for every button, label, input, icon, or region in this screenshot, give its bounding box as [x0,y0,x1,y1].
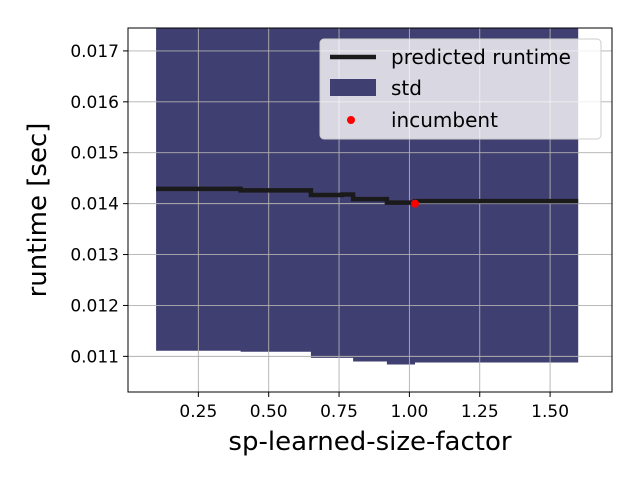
axes-frame [127,27,613,393]
y-tick-label: 0.013 [70,246,119,266]
x-tick-label: 1.50 [531,402,569,422]
predicted-runtime-line [156,186,579,205]
x-axis-label: sp-learned-size-factor [228,427,511,457]
legend-band-swatch [330,79,376,96]
y-tick-label: 0.012 [70,296,119,316]
legend-point-swatch [347,116,355,124]
y-tick-label: 0.017 [70,42,119,62]
y-axis-label: runtime [sec] [23,123,53,298]
y-tick-label: 0.015 [70,144,119,164]
legend-entry: predicted runtime [391,45,571,69]
x-tick-label: 0.50 [250,402,288,422]
incumbent-point [411,199,420,208]
x-tick-label: 0.25 [179,402,217,422]
x-tick-label: 1.00 [390,402,428,422]
x-tick-label: 1.25 [461,402,499,422]
legend-box [319,38,602,140]
x-tick-label: 0.75 [320,402,358,422]
y-tick-label: 0.011 [70,347,119,367]
y-tick-label: 0.014 [70,195,119,215]
legend-entry: incumbent [391,108,498,132]
y-tick-label: 0.016 [70,93,119,113]
legend-entry: std [391,76,422,100]
